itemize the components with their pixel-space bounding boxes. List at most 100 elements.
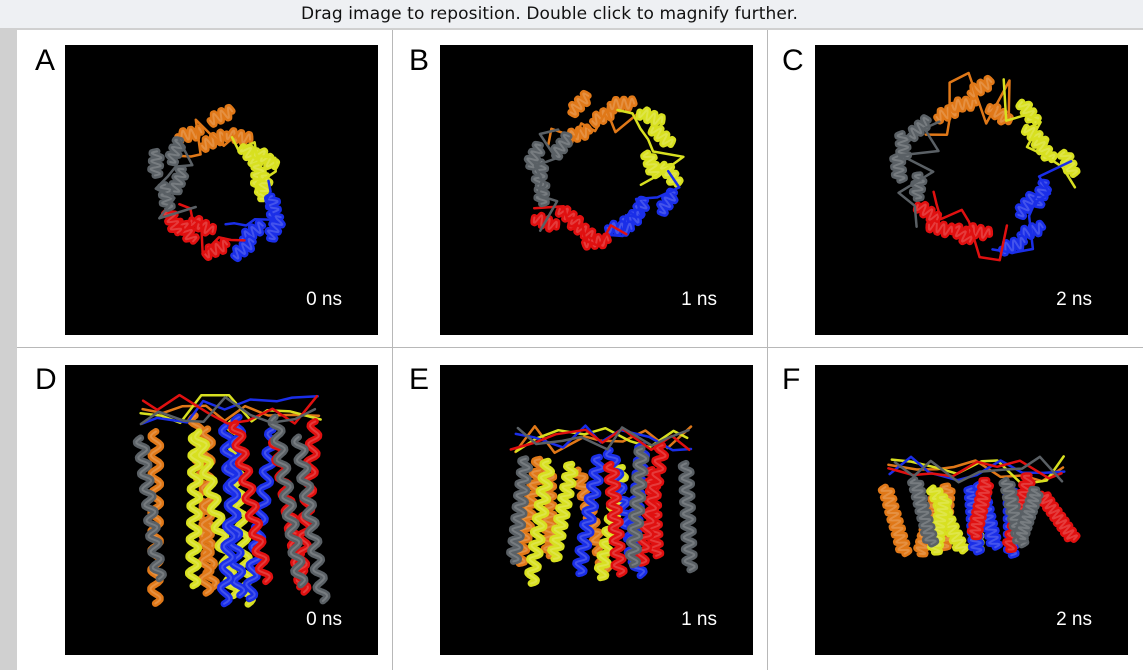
chain-gray-helix <box>677 459 699 574</box>
chain-gray-helix <box>157 181 176 212</box>
chain-gray-helix <box>624 445 650 569</box>
viewer-hint-text: Drag image to reposition. Double click t… <box>301 4 798 24</box>
chain-blue-helix-highlight <box>1000 236 1026 255</box>
chain-gray-helix-highlight <box>149 150 163 177</box>
chain-orange-helix-highlight <box>225 129 251 144</box>
protein-render: 1 ns <box>440 45 753 335</box>
chain-gray-helix-highlight <box>526 143 543 169</box>
chain-gray-coil <box>533 128 560 232</box>
chain-orange-helix <box>198 128 228 153</box>
chain-gray-helix <box>267 413 309 589</box>
chain-gray-helix-highlight <box>553 133 571 159</box>
chain-blue-coil <box>991 160 1073 255</box>
time-label: 1 ns <box>681 289 717 310</box>
chain-yellow-helix <box>640 149 663 180</box>
chain-red-helix-highlight <box>176 220 198 243</box>
chain-yellow-helix <box>524 457 555 587</box>
chain-yellow-helix-highlight <box>650 127 674 146</box>
chain-blue-helix-highlight <box>266 215 284 241</box>
time-label: 1 ns <box>681 609 717 630</box>
chain-red-helix-highlight <box>605 463 626 576</box>
chain-yellow-helix-highlight <box>526 460 553 585</box>
chain-yellow-helix-highlight <box>638 109 664 125</box>
chain-orange-helix <box>206 103 236 128</box>
chain-blue-helix-highlight <box>232 237 255 260</box>
panel-letter: D <box>35 363 57 396</box>
chain-gray-helix-highlight <box>680 462 696 571</box>
chain-blue-helix-highlight <box>241 221 264 243</box>
protein-render: 2 ns <box>815 45 1128 335</box>
panel-c: C 2 ns <box>768 30 1143 347</box>
chain-gray-helix <box>290 433 331 605</box>
chain-red-helix <box>173 217 200 245</box>
panel-f: F 2 ns <box>768 348 1143 670</box>
protein-side-view <box>877 455 1081 559</box>
chain-blue-helix <box>239 219 267 246</box>
chain-yellow-helix-highlight <box>253 149 278 168</box>
chain-red-helix <box>201 237 231 261</box>
chain-yellow-helix-highlight <box>194 430 239 597</box>
chain-yellow-helix-highlight <box>1033 139 1056 161</box>
chain-gray-helix <box>147 147 165 179</box>
chain-yellow-helix-highlight <box>549 463 577 560</box>
panel-letter: A <box>35 44 56 77</box>
chain-red-helix-highlight <box>1037 493 1078 541</box>
chain-red-coil <box>932 190 1009 262</box>
chain-orange-helix <box>147 428 165 607</box>
chain-orange-helix-highlight <box>201 131 225 151</box>
chain-blue-helix <box>1014 190 1038 220</box>
panel-letter: C <box>782 44 804 77</box>
chain-blue-coil <box>888 455 1066 482</box>
chain-red-helix-highlight <box>636 444 667 565</box>
chain-gray-helix <box>550 131 573 161</box>
chain-gray-helix <box>1013 485 1044 543</box>
chain-gray-helix-highlight <box>1016 488 1041 541</box>
chain-gray-helix <box>906 114 932 143</box>
chain-yellow-coil <box>514 426 689 453</box>
protein-render: 2 ns <box>815 365 1128 655</box>
chain-gray-helix-highlight <box>167 138 184 164</box>
image-viewer[interactable]: A 0 ns B 1 ns C 2 ns D <box>0 28 1143 670</box>
chain-blue-coil <box>140 395 319 425</box>
panel-d: D 0 ns <box>17 348 392 670</box>
protein-top-view <box>523 89 685 251</box>
protein-render: 0 ns <box>65 45 378 335</box>
chain-red-helix-highlight <box>230 422 271 583</box>
viewer-hint-bar: Drag image to reposition. Double click t… <box>0 0 1143 28</box>
chain-gray-helix <box>506 455 533 565</box>
chain-gray-helix <box>168 165 190 196</box>
chain-red-coil <box>887 459 1063 480</box>
protein-render: 1 ns <box>440 365 753 655</box>
chain-red-helix-highlight <box>969 479 992 538</box>
chain-red-helix <box>962 222 994 242</box>
chain-blue-helix-highlight <box>606 222 633 235</box>
chain-red-helix <box>603 460 628 578</box>
chain-blue-helix-highlight <box>574 456 604 575</box>
chain-blue-coil <box>224 179 276 227</box>
time-label: 2 ns <box>1056 609 1092 630</box>
chain-blue-helix <box>242 426 280 603</box>
protein-side-view <box>506 424 699 587</box>
chain-red-coil <box>141 393 319 425</box>
chain-gray-helix-highlight <box>508 457 531 563</box>
chain-orange-helix <box>948 94 980 114</box>
chain-red-helix-highlight <box>965 224 991 239</box>
chain-gray-helix-highlight <box>909 116 930 140</box>
chain-gray-helix-highlight <box>627 447 647 566</box>
chain-yellow-helix <box>547 460 579 563</box>
chain-yellow-coil <box>616 108 685 187</box>
figure-image[interactable]: A 0 ns B 1 ns C 2 ns D <box>17 30 1143 670</box>
chain-orange-coil <box>924 71 1011 136</box>
chain-blue-helix <box>604 219 635 237</box>
chain-red-helix <box>912 201 943 224</box>
chain-yellow-coil <box>1002 78 1077 189</box>
chain-gray-helix-highlight <box>896 132 910 159</box>
chain-orange-helix <box>223 127 254 147</box>
chain-gray-helix <box>132 434 167 583</box>
protein-top-view <box>889 71 1081 262</box>
chain-gray-coil <box>139 395 317 426</box>
chain-red-helix-highlight <box>927 220 953 236</box>
chain-yellow-helix-highlight <box>642 152 661 177</box>
chain-red-helix <box>634 441 670 567</box>
chain-red-helix <box>925 218 956 239</box>
